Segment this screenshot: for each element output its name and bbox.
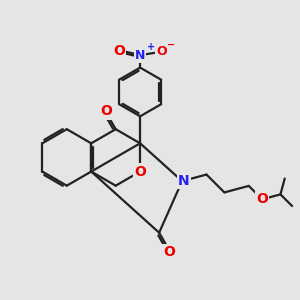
Text: O: O [163,245,175,259]
Text: N: N [178,174,189,188]
Text: +: + [147,42,155,52]
Text: O: O [100,104,112,118]
Text: O: O [113,44,125,58]
Text: O: O [156,45,167,58]
Text: −: − [167,39,175,50]
Text: N: N [135,49,145,62]
Text: O: O [134,164,146,178]
Text: O: O [256,192,268,206]
